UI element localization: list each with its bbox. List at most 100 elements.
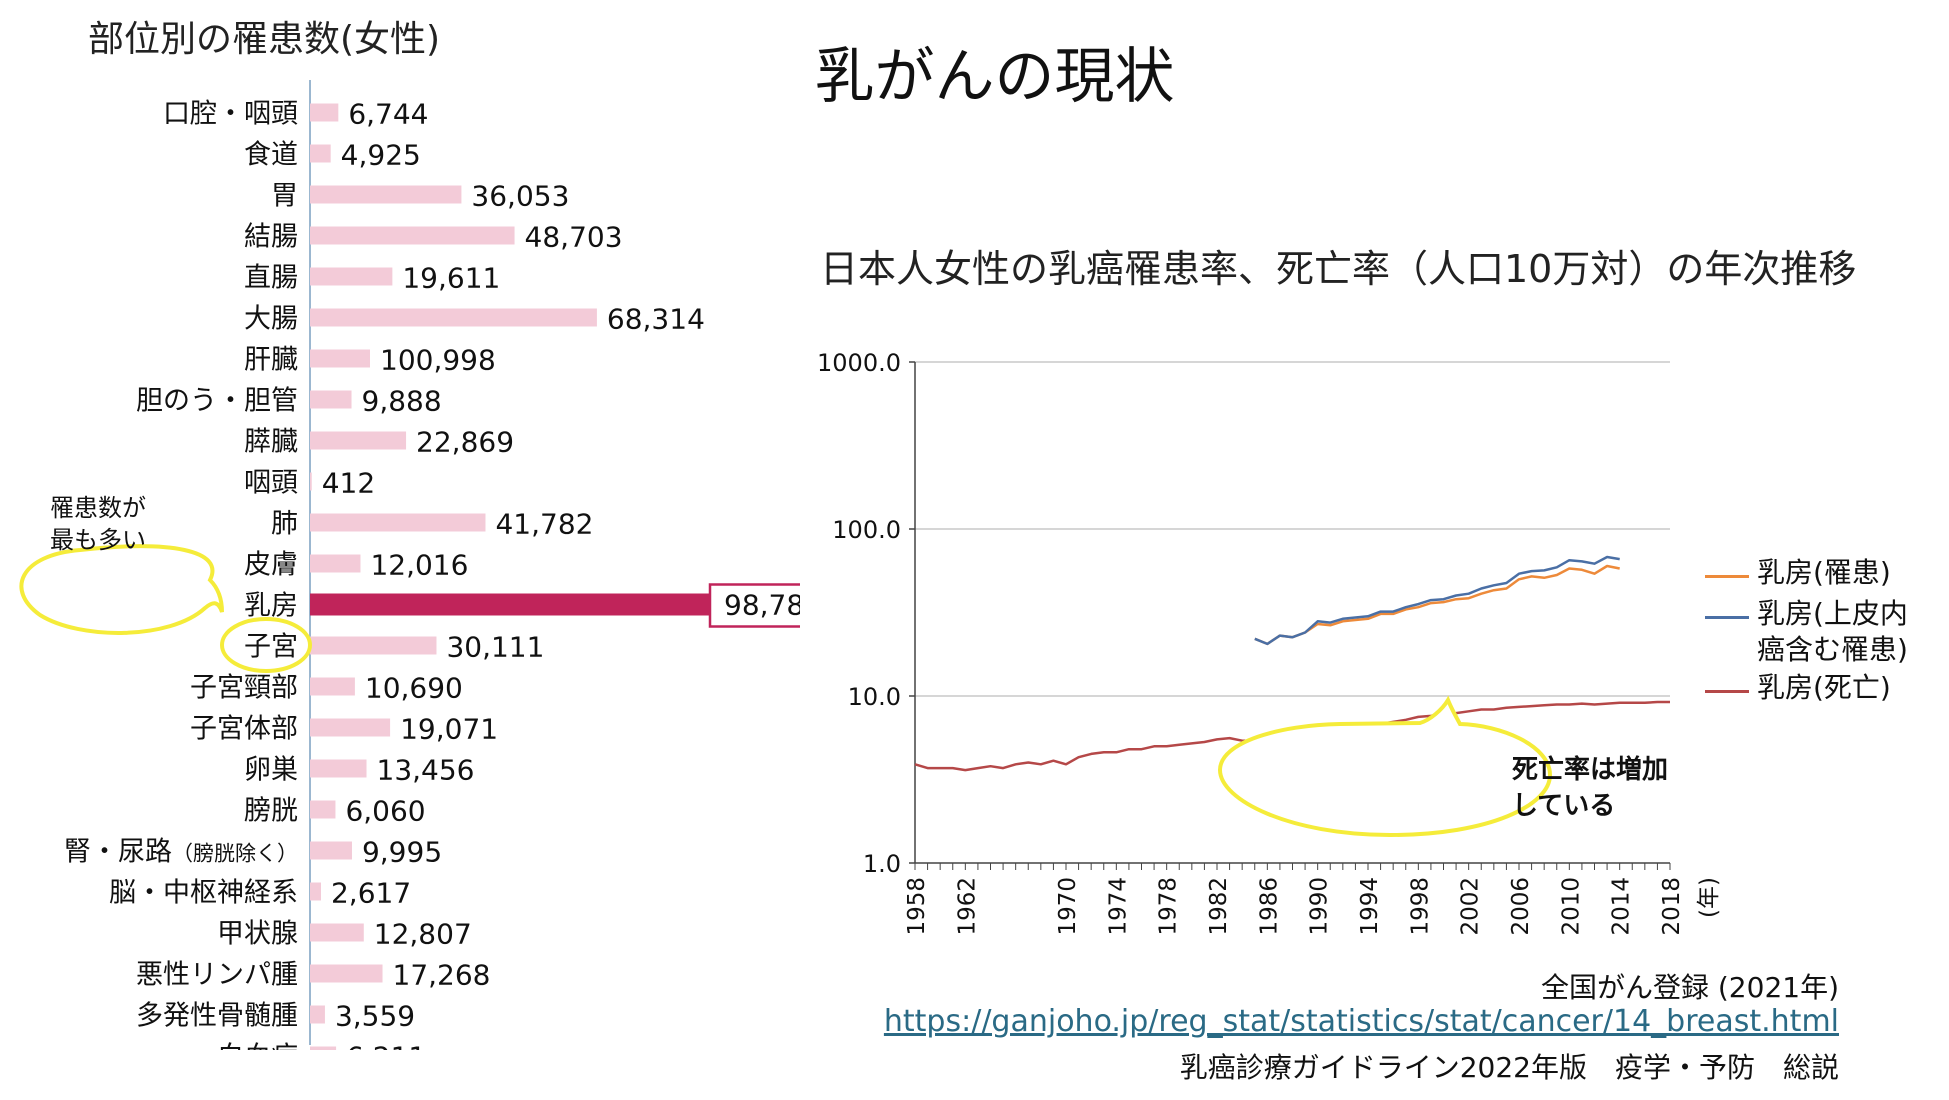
bar-chart-title: 部位別の罹患数(女性): [88, 19, 441, 60]
x-tick-label: 1986: [1256, 877, 1282, 936]
bar-category-label: 皮膚: [244, 550, 298, 581]
bar-value-label: 6,744: [348, 98, 428, 131]
legend-label: 乳房(死亡): [1757, 671, 1891, 704]
bar-category-label: 肺: [271, 509, 298, 540]
bar-value-label: 68,314: [607, 303, 705, 336]
bar: [310, 718, 391, 737]
bar-chart: 口腔・咽頭 6,744 食道 4,925 胃 36,053 結腸 48,703 直腸 19,611…: [19, 80, 800, 1051]
legend-label: 乳房(罹患): [1757, 556, 1891, 589]
bar-value-label: 9,888: [362, 385, 442, 418]
bar-value-label: 12,016: [370, 549, 468, 582]
bar-value-label: 41,782: [495, 508, 593, 541]
bar: [310, 636, 437, 655]
bar: [310, 964, 383, 983]
bar-category-label: 脳・中枢神経系: [109, 878, 298, 909]
bar-value-label: 19,611: [402, 262, 500, 295]
bar-value-label: 13,456: [377, 754, 475, 787]
bar-value-label: 19,071: [400, 713, 498, 746]
bar-category-label: 膀胱: [244, 796, 298, 827]
line-chart-title: 日本人女性の乳癌罹患率、死亡率（人口10万対）の年次推移: [820, 247, 1857, 291]
series-line-2: [1254, 555, 1620, 646]
bar-category-label: 結腸: [244, 222, 298, 253]
bar-category-label: 直腸: [244, 263, 298, 294]
bar-category-note: （膀胱除く）: [172, 842, 298, 866]
bar-value-label: 48,703: [525, 221, 623, 254]
bar-value-label: 12,807: [374, 918, 472, 951]
x-tick-label: 1978: [1156, 877, 1182, 936]
legend-item-incidence-cis: 乳房(上皮内 癌含む罹患): [1705, 596, 1908, 668]
legend-label: 乳房(上皮内 癌含む罹患): [1757, 596, 1908, 668]
bar-value-label: 36,053: [471, 180, 569, 213]
slide-title: 乳がんの現状: [814, 42, 1175, 112]
bar: [310, 554, 361, 573]
legend-swatch: [1705, 575, 1749, 578]
source-url-link[interactable]: https://ganjoho.jp/reg_stat/statistics/s…: [883, 1004, 1839, 1039]
bar-category-label: 咽頭: [244, 468, 298, 499]
bar: [310, 677, 355, 696]
bar-category-main: 腎・尿路: [64, 837, 172, 868]
callout-line: 罹患数が: [50, 494, 146, 522]
x-tick-label: 2002: [1458, 877, 1484, 936]
bar: [310, 759, 367, 778]
bar: [310, 513, 486, 532]
bar-category-label: 甲状腺: [217, 919, 298, 950]
bar-value-label: 22,869: [416, 426, 514, 459]
bar: [310, 431, 407, 450]
bar-category-label: 多発性骨髄腫: [136, 1001, 298, 1032]
legend-label-line: 癌含む罹患): [1757, 633, 1908, 666]
bar: [310, 185, 462, 204]
bar: [310, 267, 393, 286]
x-tick-label: 2010: [1558, 877, 1584, 936]
legend-item-mortality: 乳房(死亡): [1705, 670, 1891, 706]
callout-line: 最も多い: [50, 526, 146, 554]
x-tick-label: 1982: [1206, 877, 1232, 936]
bar-value-label: 17,268: [393, 959, 491, 992]
bar-category-label: 腎・尿路（膀胱除く）: [64, 837, 298, 868]
bar-category-label: 膵臓: [244, 427, 298, 458]
bar-category-label: 白血病: [217, 1042, 298, 1051]
bar-value-label: 6,060: [345, 795, 425, 828]
y-tick-label: 10.0: [848, 683, 901, 711]
bar-value-label: 9,995: [362, 836, 442, 869]
source-registry: 全国がん登録 (2021年): [1540, 971, 1839, 1004]
bar-value-label: 6,211: [346, 1041, 426, 1051]
bar: [310, 472, 312, 491]
bar-category-label: 胃: [271, 181, 298, 212]
bar: [310, 226, 515, 245]
callout-line: 死亡率は増加: [1512, 755, 1669, 785]
bar-value-label: 10,690: [365, 672, 463, 705]
bar: [310, 882, 321, 901]
bar: [310, 841, 352, 860]
bar: [310, 923, 364, 942]
callout-highest-incidence-text: 罹患数が 最も多い: [50, 492, 146, 556]
bar-category-label: 子宮頸部: [190, 673, 298, 704]
bar-category-label: 乳房: [244, 591, 298, 622]
legend-swatch: [1705, 690, 1749, 693]
legend-swatch: [1705, 616, 1749, 619]
highlight-value-box: [708, 583, 800, 628]
callout-highest-incidence: [19, 544, 312, 673]
bar-value-label: 100,998: [380, 344, 496, 377]
x-axis-label: (年): [1696, 877, 1722, 918]
x-tick-label: 2006: [1508, 877, 1534, 936]
highlight-label-ring: [220, 617, 312, 673]
bar-category-label: 子宮: [244, 632, 298, 663]
bar: [310, 144, 331, 163]
y-tick-label: 1000.0: [817, 349, 901, 377]
bar-value-label: 98,782: [724, 589, 800, 622]
bar-value-label: 4,925: [341, 139, 421, 172]
x-tick-label: 1998: [1407, 877, 1433, 936]
bar-category-label: 口腔・咽頭: [163, 99, 298, 130]
bar: [310, 1005, 325, 1024]
x-tick-label: 2018: [1659, 877, 1685, 936]
bar-value-label: 412: [322, 467, 375, 500]
x-tick-label: 1990: [1307, 877, 1333, 936]
source-guideline: 乳癌診療ガイドライン2022年版 疫学・予防 総説: [1179, 1051, 1839, 1084]
x-tick-label: 1958: [904, 877, 930, 936]
x-tick-label: 1994: [1357, 877, 1383, 936]
bar-category-label: 肝臓: [244, 345, 298, 376]
bar: [310, 593, 800, 616]
bar-value-label: 30,111: [446, 631, 544, 664]
x-tick-label: 1974: [1105, 877, 1131, 936]
